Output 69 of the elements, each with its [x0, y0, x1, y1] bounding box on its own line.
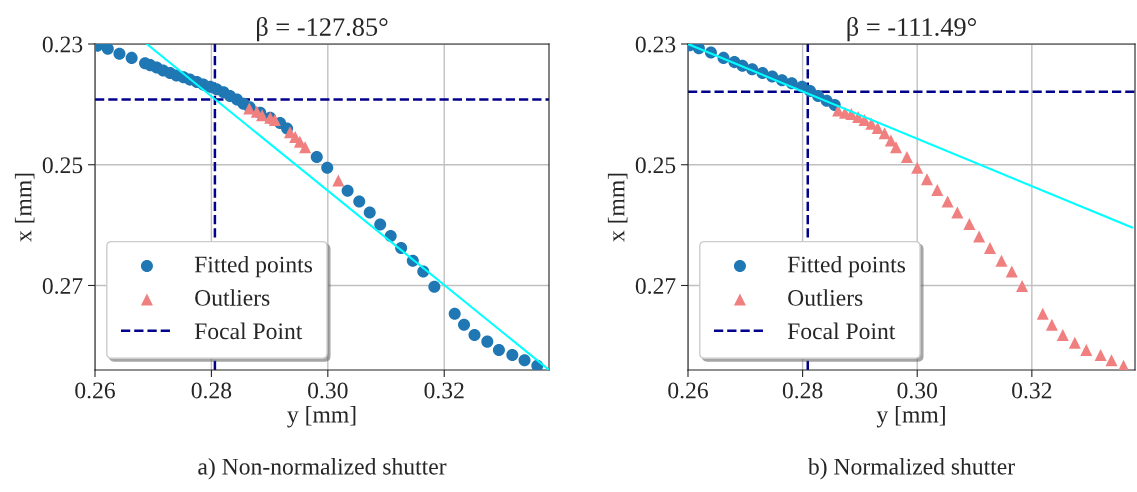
text: a) Non-normalized shutter — [198, 458, 447, 480]
y-axis-title: x [mm] — [607, 173, 628, 242]
point — [506, 348, 519, 361]
x-tick-label: 0.28 — [191, 382, 232, 399]
point — [125, 51, 138, 64]
point — [963, 217, 976, 230]
point — [310, 150, 323, 163]
x-axis-title: y [mm] — [287, 406, 356, 428]
point — [321, 161, 334, 174]
text: b) Normalized shutter — [807, 458, 1015, 480]
point — [332, 174, 345, 187]
legend-label: Fitted points — [787, 255, 906, 278]
point — [1094, 348, 1107, 361]
point — [1045, 318, 1058, 331]
y-tick-label: 0.27 — [635, 277, 676, 295]
point — [268, 114, 281, 127]
point — [900, 150, 913, 163]
y-tick-label: 0.25 — [42, 157, 83, 174]
point — [931, 184, 944, 197]
y-tick-label: 0.23 — [635, 36, 676, 53]
chart-title: β = -111.49° — [847, 17, 976, 42]
legend-label: Outliers — [195, 289, 270, 306]
point — [1036, 307, 1049, 320]
chart-title: β = -127.85° — [257, 17, 388, 42]
point — [878, 127, 891, 140]
ref-line-label: Focal Point — [787, 322, 896, 340]
x-tick-label: 0.32 — [424, 382, 464, 399]
point — [911, 161, 924, 174]
y-axis-title: x [mm] — [14, 173, 35, 242]
point — [468, 328, 481, 341]
point — [1016, 280, 1029, 293]
point — [458, 318, 471, 331]
x-tick-label: 0.28 — [782, 382, 823, 399]
legend-label: Outliers — [788, 289, 863, 306]
x-tick-label: 0.30 — [308, 382, 348, 399]
point — [951, 206, 964, 219]
point — [973, 230, 986, 243]
point — [1068, 336, 1081, 349]
point — [341, 184, 354, 197]
point — [428, 280, 441, 293]
point — [941, 195, 954, 208]
point — [101, 44, 114, 55]
x-tick-label: 0.26 — [75, 382, 115, 399]
point — [448, 307, 461, 320]
point — [920, 173, 933, 186]
point — [481, 335, 494, 348]
point — [518, 354, 531, 367]
point — [995, 254, 1008, 267]
point — [113, 47, 126, 60]
x-tick-label: 0.26 — [668, 382, 708, 399]
x-axis-title: y [mm] — [876, 406, 945, 428]
point — [1005, 265, 1018, 278]
point — [890, 141, 903, 154]
legend-label: Fitted points — [194, 255, 313, 278]
y-tick-label: 0.27 — [42, 277, 83, 295]
point — [374, 218, 387, 231]
y-tick-label: 0.25 — [635, 157, 676, 174]
point — [492, 344, 505, 357]
point — [1105, 354, 1118, 367]
y-tick-label: 0.23 — [42, 36, 83, 53]
point — [984, 242, 997, 255]
ref-line-label: Focal Point — [194, 322, 303, 340]
point — [1056, 328, 1069, 341]
x-tick-label: 0.30 — [897, 382, 937, 399]
point — [1080, 344, 1093, 357]
x-tick-label: 0.32 — [1012, 382, 1052, 399]
point — [353, 195, 366, 208]
point — [363, 206, 376, 219]
point — [299, 141, 312, 154]
